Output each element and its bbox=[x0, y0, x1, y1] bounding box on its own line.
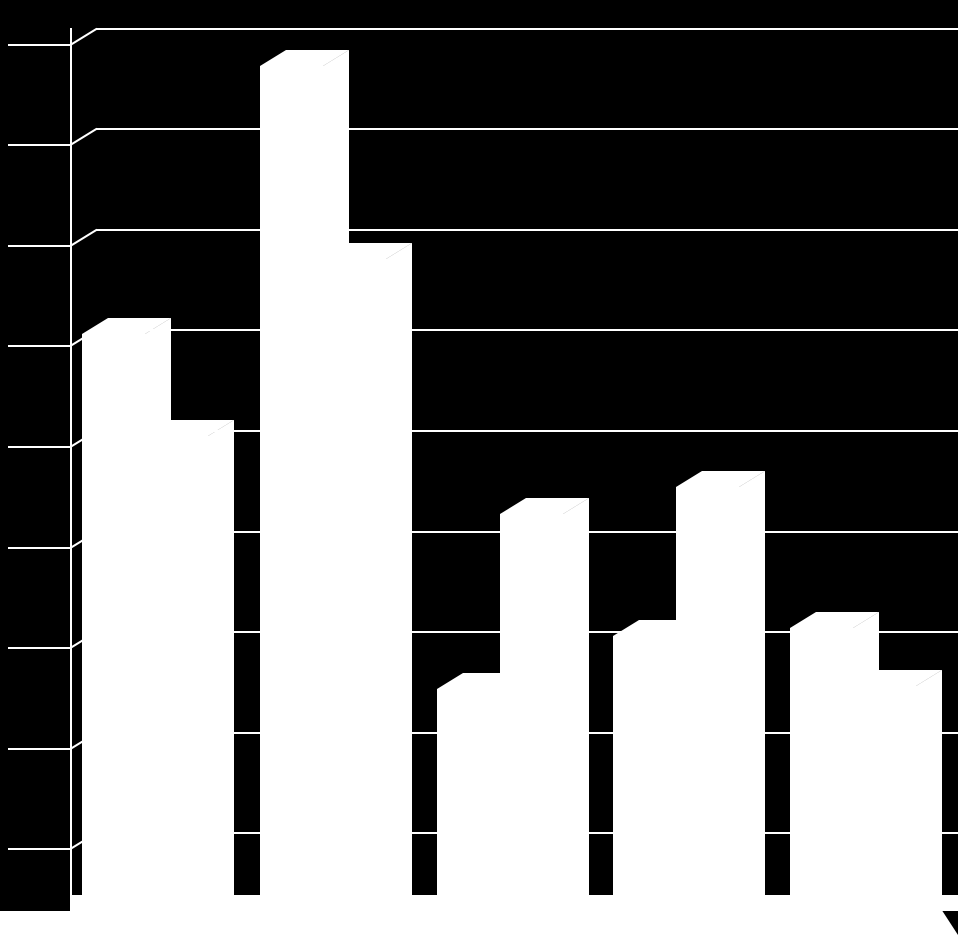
gridline bbox=[96, 229, 958, 231]
y-tick bbox=[8, 144, 70, 146]
y-tick bbox=[8, 848, 70, 850]
gridline bbox=[96, 28, 958, 30]
y-tick bbox=[8, 44, 70, 46]
bar bbox=[437, 689, 500, 911]
bar bbox=[323, 259, 386, 911]
bar bbox=[82, 334, 145, 911]
y-tick bbox=[8, 547, 70, 549]
y-tick bbox=[8, 245, 70, 247]
bar bbox=[500, 514, 563, 911]
y-tick bbox=[8, 647, 70, 649]
bar-side bbox=[386, 243, 412, 911]
y-tick bbox=[8, 345, 70, 347]
gridline bbox=[96, 329, 958, 331]
bar bbox=[676, 487, 739, 911]
bar-side bbox=[563, 498, 589, 911]
bar-side bbox=[208, 420, 234, 911]
bar bbox=[260, 66, 323, 911]
bar bbox=[613, 636, 676, 911]
chart-floor-side bbox=[932, 895, 958, 935]
bar bbox=[790, 628, 853, 911]
y-axis bbox=[70, 28, 72, 895]
chart-floor-front bbox=[0, 911, 932, 935]
bar-chart-3d bbox=[0, 0, 958, 935]
y-tick bbox=[8, 446, 70, 448]
bar bbox=[145, 436, 208, 911]
bar bbox=[853, 686, 916, 911]
y-tick bbox=[8, 748, 70, 750]
bar-side bbox=[739, 471, 765, 911]
bar-side bbox=[916, 670, 942, 911]
gridline-depth-edge bbox=[70, 28, 97, 46]
gridline bbox=[96, 128, 958, 130]
gridline-depth-edge bbox=[70, 128, 97, 146]
gridline-depth-edge bbox=[70, 229, 97, 247]
